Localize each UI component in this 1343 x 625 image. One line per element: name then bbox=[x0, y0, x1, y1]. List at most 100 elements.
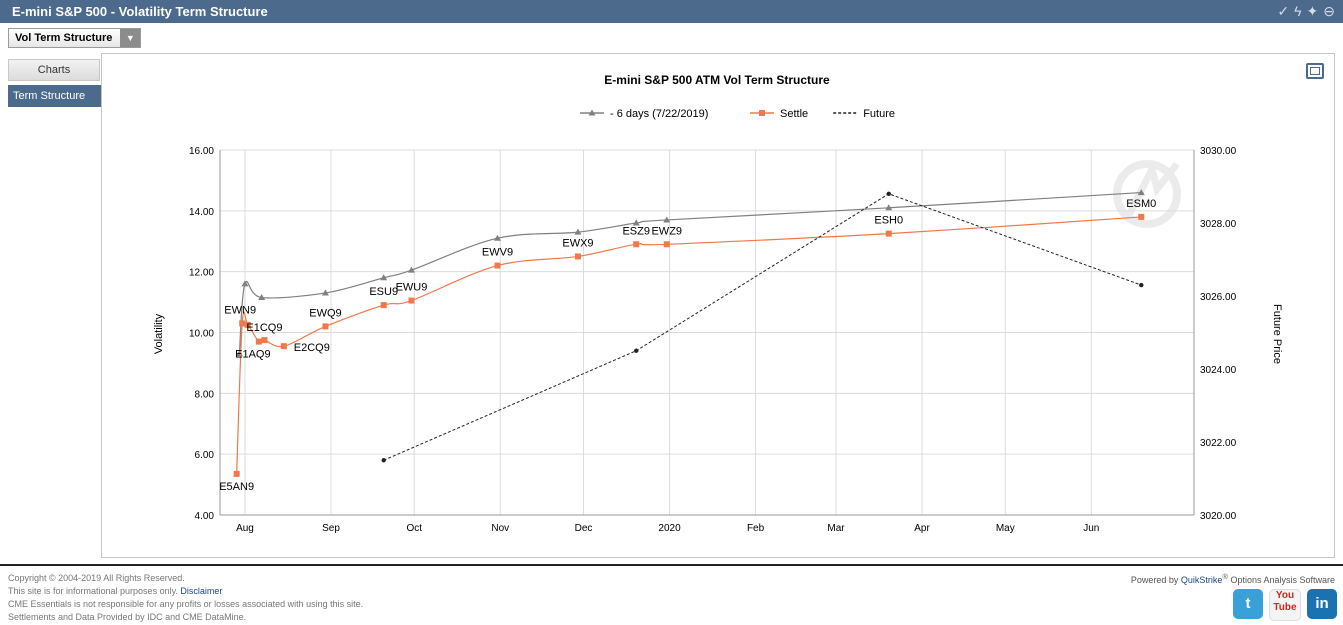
data-point[interactable] bbox=[885, 230, 892, 237]
x-tick-label: May bbox=[996, 523, 1015, 534]
data-label: EWQ9 bbox=[309, 307, 341, 319]
y2-tick-label: 3022.00 bbox=[1200, 438, 1237, 449]
legend-item-1[interactable]: Settle bbox=[750, 108, 808, 120]
twitter-icon[interactable]: t bbox=[1233, 589, 1263, 619]
y2-tick-label: 3030.00 bbox=[1200, 146, 1237, 157]
sidebar-item-charts[interactable]: Charts bbox=[8, 59, 100, 81]
x-tick-label: Aug bbox=[236, 523, 254, 534]
chart-panel: E-mini S&P 500 ATM Vol Term Structure - … bbox=[101, 53, 1335, 558]
x-tick-label: Nov bbox=[491, 523, 509, 534]
data-point[interactable] bbox=[885, 204, 893, 211]
info-text: This site is for informational purposes … bbox=[8, 586, 178, 596]
data-label: E1AQ9 bbox=[235, 349, 270, 361]
youtube-icon[interactable]: You Tube bbox=[1269, 589, 1301, 621]
data-point[interactable] bbox=[663, 241, 670, 248]
data-point[interactable] bbox=[380, 302, 387, 309]
data-point[interactable] bbox=[494, 262, 501, 269]
window-title: E-mini S&P 500 - Volatility Term Structu… bbox=[12, 4, 268, 19]
data-point[interactable] bbox=[634, 348, 639, 353]
y-tick-label: 6.00 bbox=[195, 450, 215, 461]
view-select[interactable]: Vol Term Structure ▼ bbox=[8, 28, 142, 48]
data-point[interactable] bbox=[261, 337, 268, 344]
data-label: ESU9 bbox=[369, 286, 398, 298]
legend-item-2[interactable]: Future bbox=[833, 108, 895, 120]
linkedin-icon[interactable]: in bbox=[1307, 589, 1337, 619]
twitter-bird-icon[interactable]: ✦ bbox=[1306, 3, 1319, 19]
data-point[interactable] bbox=[258, 294, 266, 301]
data-point[interactable] bbox=[280, 343, 287, 350]
legend-item-0[interactable]: - 6 days (7/22/2019) bbox=[580, 108, 708, 120]
x-tick-label: Jun bbox=[1083, 523, 1099, 534]
y-tick-label: 4.00 bbox=[195, 511, 215, 522]
data-label: E5AN9 bbox=[219, 481, 254, 493]
data-point[interactable] bbox=[574, 228, 582, 235]
x-tick-label: Dec bbox=[575, 523, 593, 534]
x-tick-label: Oct bbox=[406, 523, 422, 534]
data-point[interactable] bbox=[632, 219, 640, 226]
data-point[interactable] bbox=[493, 234, 501, 241]
check-icon[interactable]: ✓ bbox=[1277, 3, 1290, 19]
data-label: EWN9 bbox=[224, 304, 256, 316]
data-point[interactable] bbox=[1137, 189, 1145, 196]
data-point[interactable] bbox=[663, 216, 671, 223]
data-point[interactable] bbox=[381, 458, 386, 463]
y-tick-label: 14.00 bbox=[189, 207, 214, 218]
legend-label: Settle bbox=[780, 108, 808, 120]
data-point[interactable] bbox=[1139, 282, 1144, 288]
series-0 bbox=[235, 189, 1145, 357]
data-point[interactable] bbox=[633, 241, 640, 248]
x-tick-label: Apr bbox=[914, 523, 930, 534]
series-line bbox=[383, 193, 1142, 461]
social-links: t You Tube in bbox=[1233, 589, 1337, 621]
data-label: EWX9 bbox=[562, 237, 593, 249]
data-point[interactable] bbox=[321, 289, 329, 296]
y2-tick-label: 3028.00 bbox=[1200, 219, 1237, 230]
y-tick-label: 12.00 bbox=[189, 268, 214, 279]
data-point[interactable] bbox=[380, 274, 388, 281]
minimize-icon[interactable]: ⊖ bbox=[1323, 3, 1335, 19]
y2-tick-label: 3020.00 bbox=[1200, 511, 1237, 522]
y2-tick-label: 3024.00 bbox=[1200, 365, 1237, 376]
series-1 bbox=[233, 213, 1145, 477]
footer-divider bbox=[0, 564, 1343, 566]
powered-by: Powered by QuikStrike® Options Analysis … bbox=[1130, 572, 1335, 585]
popout-window-icon[interactable] bbox=[1306, 63, 1324, 79]
data-point[interactable] bbox=[255, 338, 262, 345]
chart-title: E-mini S&P 500 ATM Vol Term Structure bbox=[604, 73, 830, 87]
sidebar-item-term-structure[interactable]: Term Structure bbox=[8, 85, 101, 107]
lightning-icon[interactable]: ϟ bbox=[1294, 3, 1302, 19]
data-point[interactable] bbox=[407, 266, 415, 273]
data-label: E2CQ9 bbox=[294, 342, 330, 354]
view-select-value: Vol Term Structure bbox=[15, 32, 113, 44]
sidebar: Charts Term Structure bbox=[8, 59, 101, 111]
series-2 bbox=[381, 191, 1144, 463]
y-axis-label: Volatility bbox=[153, 313, 165, 354]
y-tick-label: 8.00 bbox=[195, 389, 215, 400]
quikstrike-link[interactable]: QuikStrike bbox=[1180, 575, 1223, 585]
data-point[interactable] bbox=[239, 320, 246, 327]
x-tick-label: Feb bbox=[747, 523, 765, 534]
data-label: ESM0 bbox=[1126, 198, 1156, 210]
data-label: ESZ9 bbox=[622, 225, 650, 237]
data-label: EWU9 bbox=[396, 282, 428, 294]
term-structure-chart: E-mini S&P 500 ATM Vol Term Structure - … bbox=[153, 73, 1283, 534]
data-label: EWZ9 bbox=[651, 225, 682, 237]
x-tick-label: Sep bbox=[322, 523, 340, 534]
y-tick-label: 10.00 bbox=[189, 329, 214, 340]
data-point[interactable] bbox=[574, 253, 581, 260]
title-bar: E-mini S&P 500 - Volatility Term Structu… bbox=[0, 0, 1343, 23]
data-point[interactable] bbox=[408, 297, 415, 304]
data-point[interactable] bbox=[886, 191, 891, 196]
series-line bbox=[238, 191, 1142, 354]
data-label: EWV9 bbox=[482, 247, 513, 259]
disclaimer-link[interactable]: Disclaimer bbox=[180, 586, 223, 596]
data-point[interactable] bbox=[241, 280, 249, 287]
data-point[interactable] bbox=[233, 470, 240, 477]
x-tick-label: 2020 bbox=[658, 523, 681, 534]
chevron-down-icon[interactable]: ▼ bbox=[120, 29, 141, 47]
data-label: E1CQ9 bbox=[246, 322, 282, 334]
data-point[interactable] bbox=[244, 321, 251, 328]
data-point[interactable] bbox=[1138, 213, 1145, 220]
data-point[interactable] bbox=[322, 323, 329, 330]
y2-tick-label: 3026.00 bbox=[1200, 292, 1237, 303]
